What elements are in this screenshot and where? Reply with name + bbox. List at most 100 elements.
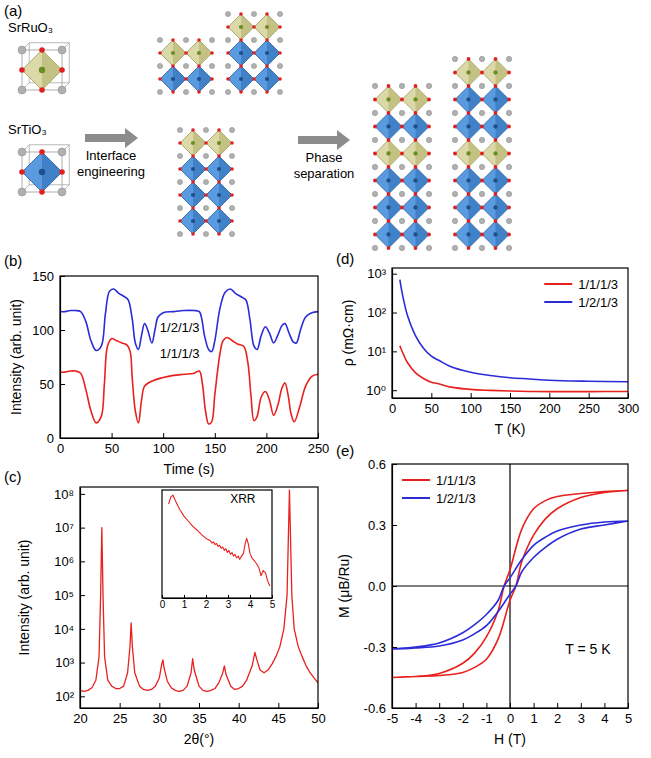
o-atom <box>226 51 230 55</box>
y-tick-mark <box>80 528 85 529</box>
o-atom <box>171 38 175 42</box>
x-tick-label: 25 <box>113 711 127 726</box>
sr-atom <box>426 164 431 169</box>
b-cation <box>197 77 201 81</box>
sr-atom <box>229 179 234 184</box>
y-tick-label: 10⁸ <box>54 487 74 502</box>
annotation: T = 5 K <box>565 641 611 657</box>
data-line <box>80 490 318 691</box>
x-tick: 2 <box>204 595 210 610</box>
x-tick-mark <box>416 703 417 708</box>
y-axis-line <box>80 488 81 709</box>
x-tick: 50 <box>105 433 119 456</box>
y-tick-label: 150 <box>32 269 54 284</box>
y-axis-title: Intensity (arb. unit) <box>16 540 32 656</box>
b-cation <box>413 97 417 101</box>
sr-atom <box>399 83 404 88</box>
o-atom <box>467 111 471 115</box>
x-axis: 20253035404550 <box>73 703 325 726</box>
o-atom <box>400 233 404 237</box>
y-axis: -0.6-0.30.00.30.6 <box>364 457 397 716</box>
y-axis: 10⁰10¹10²10³ <box>366 266 397 398</box>
o-atom <box>158 51 162 55</box>
panel-label: (b) <box>4 252 22 269</box>
y-tick-label: 10² <box>367 305 386 320</box>
superlattice <box>157 37 214 94</box>
o-atom <box>191 206 195 210</box>
x-tick-label: 50 <box>425 401 439 416</box>
x-tick: -4 <box>410 703 422 726</box>
o-atom <box>494 57 498 61</box>
x-tick-label: -4 <box>410 711 422 726</box>
octahedron <box>482 86 509 113</box>
o-atom <box>387 165 391 169</box>
x-tick-mark <box>510 393 511 398</box>
x-tick-mark <box>162 595 163 598</box>
b-cation <box>466 151 470 155</box>
sr-atom <box>452 164 457 169</box>
octahedron <box>482 59 509 86</box>
x-tick-label: 1 <box>182 599 188 610</box>
o-atom <box>453 71 457 75</box>
octahedron <box>375 221 402 248</box>
x-tick: 2 <box>554 703 561 726</box>
octahedron <box>402 140 429 167</box>
o-atom <box>467 57 471 61</box>
x-tick-mark <box>278 703 279 708</box>
y-tick-label: 10⁶ <box>54 554 74 569</box>
o-atom <box>387 111 391 115</box>
b-cation <box>386 97 390 101</box>
sr-atom <box>452 56 457 61</box>
y-tick-mark <box>60 330 65 331</box>
cell-front <box>22 152 62 192</box>
octahedron <box>22 152 62 192</box>
x-tick-label: -1 <box>481 711 493 726</box>
octahedron <box>455 59 482 86</box>
octahedron <box>455 221 482 248</box>
y-tick-label: 0.6 <box>368 457 386 472</box>
x-tick: 5 <box>625 703 632 726</box>
x-tick-label: 2 <box>554 711 561 726</box>
sr-atom <box>426 110 431 115</box>
x-tick-label: 250 <box>308 441 330 456</box>
b-cation <box>386 205 390 209</box>
sr-atom <box>452 218 457 223</box>
y-tick-mark <box>392 708 397 709</box>
x-tick: 0 <box>507 703 514 726</box>
series-group <box>169 495 270 586</box>
o-atom <box>265 12 269 16</box>
sr-atom <box>372 218 377 223</box>
plot-frame <box>392 464 628 708</box>
x-axis-line <box>163 598 273 599</box>
x-tick-mark <box>266 433 267 438</box>
o-atom <box>217 154 221 158</box>
sr-atom <box>177 231 182 236</box>
o-atom <box>494 138 498 142</box>
octahedron <box>254 40 280 66</box>
sr-atom <box>452 245 457 250</box>
y-axis-title: Intensity (arb. unit) <box>8 299 24 415</box>
x-tick-mark <box>463 703 464 708</box>
o-atom <box>414 165 418 169</box>
x-tick-label: 0 <box>57 441 64 456</box>
data-line <box>392 521 628 649</box>
octahedron <box>206 208 232 234</box>
o-atom <box>480 125 484 129</box>
sr-atom <box>479 218 484 223</box>
x-axis-line <box>393 398 629 399</box>
sr-atom <box>58 148 66 156</box>
x-axis: 050100150200250300 <box>389 393 639 416</box>
superlattice <box>177 127 234 236</box>
y-tick-mark <box>392 586 397 587</box>
series-group <box>80 490 318 691</box>
x-tick: -3 <box>434 703 446 726</box>
b-cation <box>39 67 45 73</box>
x-tick-mark <box>510 703 511 708</box>
b-cation <box>265 51 269 55</box>
b-cation <box>413 232 417 236</box>
x-tick: 45 <box>272 703 286 726</box>
b-cation <box>39 169 45 175</box>
x-tick-mark <box>318 703 319 708</box>
octahedron <box>186 66 212 92</box>
o-atom <box>427 233 431 237</box>
